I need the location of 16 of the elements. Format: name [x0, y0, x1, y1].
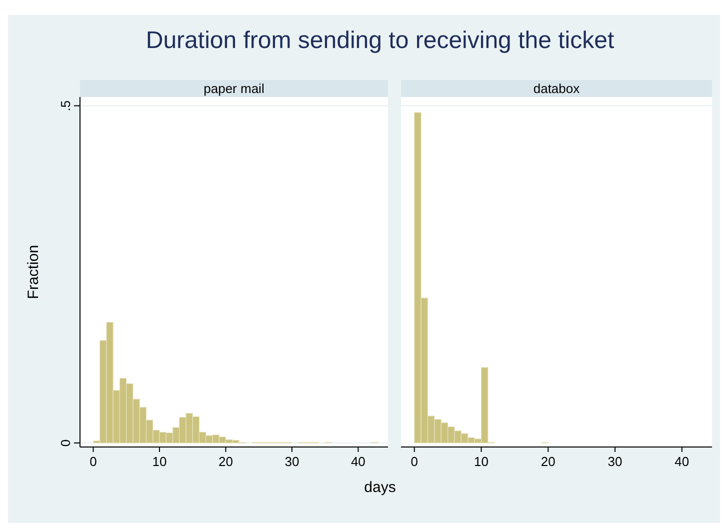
x-tick-label: 0 — [410, 454, 418, 469]
x-tick-label: 40 — [674, 454, 690, 469]
x-tick-label: 40 — [350, 454, 366, 469]
chart-subtitle: paper mail — [204, 81, 264, 96]
y-axis-title: Fraction — [25, 244, 42, 300]
chart-subtitle: databox — [533, 81, 580, 96]
x-tick-label: 30 — [608, 454, 622, 469]
y-tick-label: .5 — [58, 100, 73, 112]
x-axis-title: days — [364, 479, 396, 496]
x-tick-label: 20 — [540, 454, 556, 469]
chart-title: Duration from sending to receiving the ticket — [146, 27, 614, 54]
x-tick-label: 0 — [90, 454, 97, 469]
x-tick-label: 20 — [218, 454, 233, 469]
x-tick-label: 10 — [152, 454, 167, 469]
x-tick-label: 30 — [284, 454, 300, 469]
x-tick-label: 10 — [474, 454, 488, 469]
